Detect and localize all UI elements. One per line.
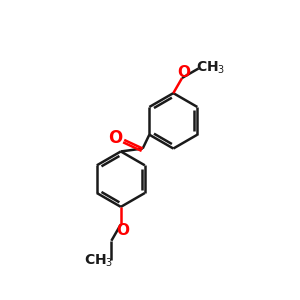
Text: O: O [116,223,129,238]
Text: O: O [177,64,190,80]
Text: O: O [108,130,123,148]
Text: CH$_3$: CH$_3$ [196,60,225,76]
Text: CH$_3$: CH$_3$ [84,253,114,269]
